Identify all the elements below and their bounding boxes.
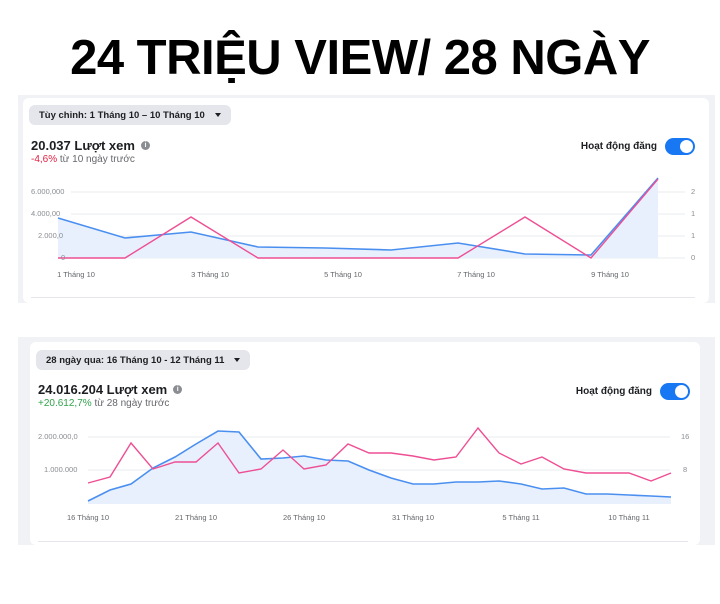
date-range-dropdown[interactable]: Tùy chỉnh: 1 Tháng 10 – 10 Tháng 10 bbox=[29, 105, 231, 125]
chart-plot-area bbox=[87, 426, 672, 504]
y-right-tick: 2 bbox=[691, 187, 696, 196]
panel-divider bbox=[31, 297, 695, 298]
y-right-tick: 1 bbox=[691, 209, 696, 218]
info-icon[interactable]: i bbox=[140, 141, 150, 150]
x-tick: 16 Tháng 10 bbox=[67, 513, 109, 522]
chart-plot-area bbox=[57, 177, 685, 259]
x-tick: 3 Tháng 10 bbox=[191, 270, 229, 279]
y-tick: 0 bbox=[61, 253, 66, 262]
post-activity-toggle-group: Hoạt động đăng bbox=[576, 383, 690, 400]
delta-text: từ 10 ngày trước bbox=[57, 154, 135, 165]
caret-down-icon bbox=[234, 358, 241, 362]
metric-value: 20.037 Lượt xem bbox=[31, 138, 135, 153]
date-range-label: Tùy chỉnh: 1 Tháng 10 – 10 Tháng 10 bbox=[39, 109, 205, 121]
date-range-label: 28 ngày qua: 16 Tháng 10 - 12 Tháng 11 bbox=[46, 354, 225, 366]
y-tick: 6.000,000 bbox=[31, 187, 65, 196]
x-tick: 31 Tháng 10 bbox=[392, 513, 434, 522]
post-activity-toggle-group: Hoạt động đăng bbox=[581, 138, 695, 155]
y-tick: 2.000.000,0 bbox=[38, 432, 78, 441]
info-icon[interactable]: i bbox=[173, 385, 183, 394]
metric-total-views: 20.037 Lượt xem i bbox=[31, 138, 150, 153]
y-right-tick: 0 bbox=[691, 253, 696, 262]
x-tick: 21 Tháng 10 bbox=[175, 513, 217, 522]
panel-divider bbox=[38, 541, 688, 542]
delta-text: từ 28 ngày trước bbox=[91, 398, 170, 409]
x-tick: 1 Tháng 10 bbox=[57, 270, 95, 279]
delta-percent: +20.612,7% bbox=[38, 398, 92, 409]
y-right-tick: 16 bbox=[681, 432, 690, 441]
x-tick: 10 Tháng 11 bbox=[608, 513, 650, 522]
y-tick: 2.000,0 bbox=[38, 231, 64, 240]
y-right-tick: 1 bbox=[691, 231, 696, 240]
panel-2-card: 28 ngày qua: 16 Tháng 10 - 12 Tháng 11 2… bbox=[30, 342, 700, 545]
headline-title: 24 TRIỆU VIEW/ 28 NGÀY bbox=[70, 31, 650, 85]
metric-total-views: 24.016.204 Lượt xem i bbox=[38, 382, 183, 397]
post-activity-toggle[interactable] bbox=[665, 138, 695, 155]
delta-percent: -4,6% bbox=[31, 154, 58, 165]
caret-down-icon bbox=[214, 113, 221, 117]
toggle-label: Hoạt động đăng bbox=[575, 386, 652, 397]
metric-delta: -4,6% từ 10 ngày trước bbox=[31, 154, 135, 165]
x-tick: 26 Tháng 10 bbox=[283, 513, 325, 522]
x-tick: 5 Tháng 10 bbox=[324, 270, 362, 279]
post-activity-toggle[interactable] bbox=[660, 383, 690, 400]
views-chart-1: 6.000,000 4.000,00 2.000,0 0 2 1 1 0 1 T… bbox=[23, 177, 709, 288]
y-tick: 1.000.000 bbox=[44, 465, 78, 474]
y-right-tick: 8 bbox=[683, 465, 688, 474]
toggle-label: Hoạt động đăng bbox=[580, 141, 657, 152]
views-chart-2: 2.000.000,0 1.000.000 16 8 16 Tháng 10 2… bbox=[30, 414, 700, 529]
metric-delta: +20.612,7% từ 28 ngày trước bbox=[38, 398, 169, 409]
y-tick: 4.000,00 bbox=[31, 209, 61, 218]
metric-value: 24.016.204 Lượt xem bbox=[38, 382, 168, 397]
x-tick: 9 Tháng 10 bbox=[591, 270, 629, 279]
date-range-dropdown[interactable]: 28 ngày qua: 16 Tháng 10 - 12 Tháng 11 bbox=[36, 350, 251, 370]
x-tick: 5 Tháng 11 bbox=[502, 513, 540, 522]
x-tick: 7 Tháng 10 bbox=[457, 270, 495, 279]
panel-1-card: Tùy chỉnh: 1 Tháng 10 – 10 Tháng 10 20.0… bbox=[23, 98, 709, 303]
